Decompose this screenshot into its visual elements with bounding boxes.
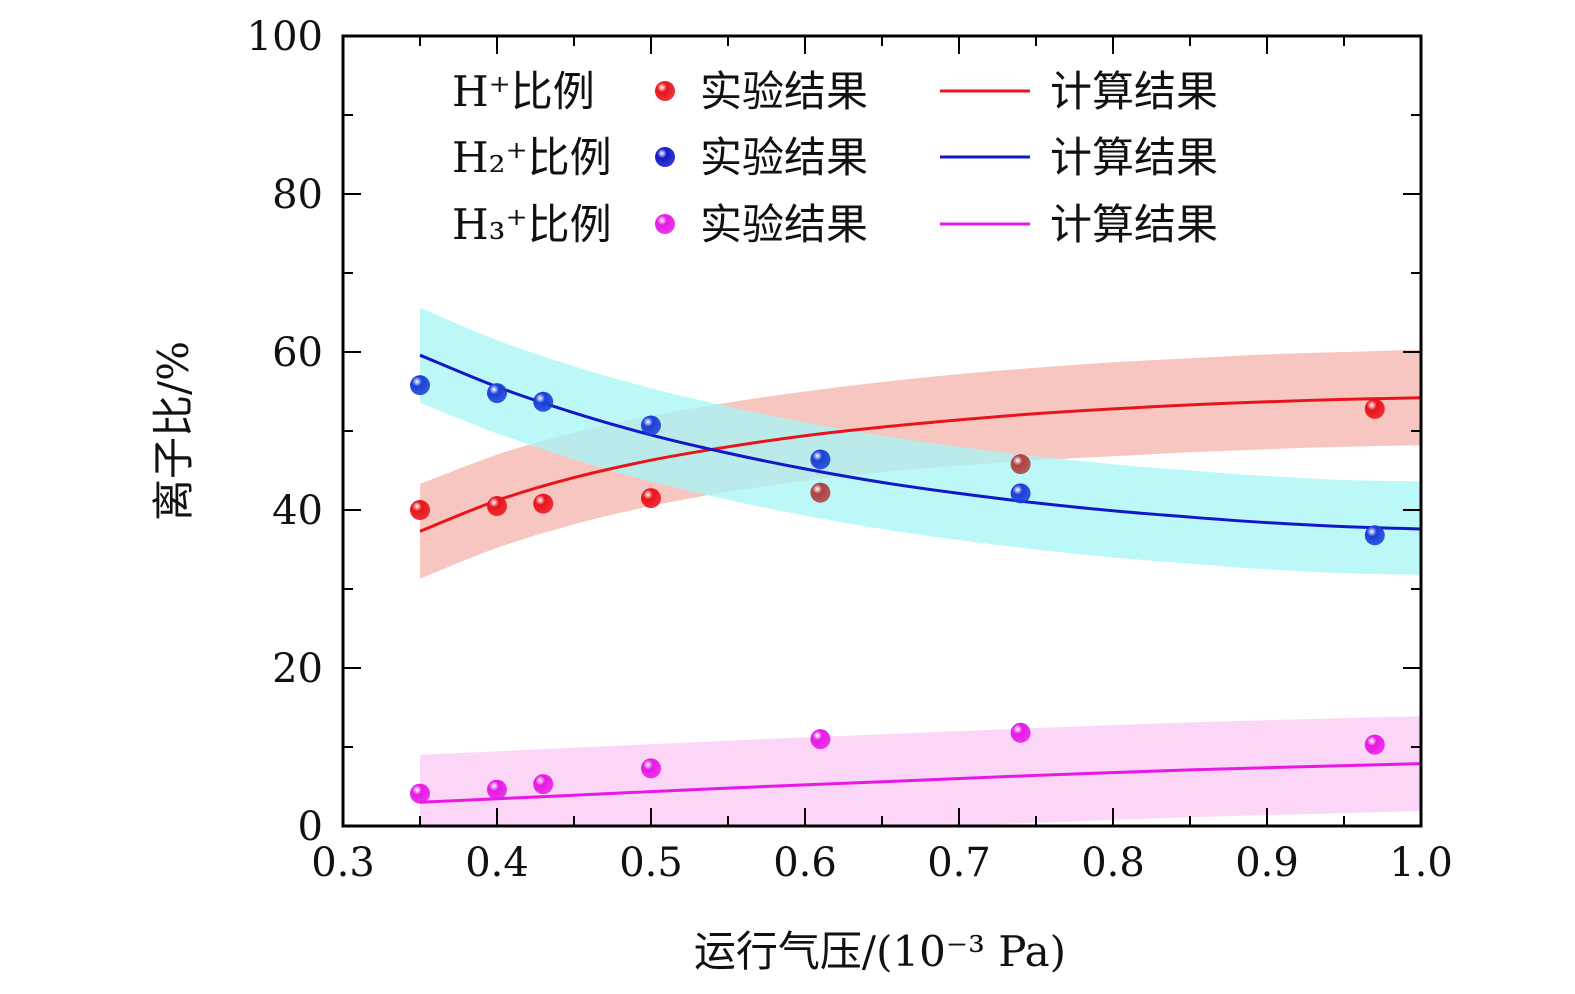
axis-ticks bbox=[342, 35, 1422, 827]
x-axis-title: 运行气压/(10⁻³ Pa) bbox=[694, 927, 1066, 976]
point-series-0-3 bbox=[641, 488, 661, 509]
band-series-2 bbox=[420, 716, 1421, 826]
point-series-1-0 bbox=[410, 375, 430, 396]
point-series-2-6 bbox=[1364, 734, 1385, 755]
y-tick-label: 80 bbox=[272, 172, 323, 218]
legend-marker-label: 实验结果 bbox=[700, 133, 868, 182]
x-tick-label: 0.6 bbox=[773, 840, 837, 886]
legend-line-label: 计算结果 bbox=[1050, 200, 1218, 249]
y-axis-title: 离子比/% bbox=[149, 341, 198, 521]
point-series-2-3 bbox=[641, 758, 661, 779]
fit-line-series-0 bbox=[419, 396, 1421, 533]
legend-series-name: H⁺比例 bbox=[452, 67, 595, 116]
point-series-1-2 bbox=[533, 391, 554, 412]
x-tick-labels: 0.3 0.4 0.5 0.6 0.7 0.8 0.9 1.0 bbox=[311, 840, 1453, 886]
point-series-0-4 bbox=[810, 482, 831, 503]
legend-marker bbox=[655, 214, 675, 234]
point-series-1-5 bbox=[1010, 483, 1031, 504]
point-series-1-1 bbox=[487, 383, 507, 404]
point-series-0-1 bbox=[487, 496, 507, 517]
fit-line-series-2 bbox=[419, 762, 1421, 804]
legend-marker bbox=[655, 81, 675, 101]
point-series-0-6 bbox=[1364, 398, 1385, 419]
legend-series-name: H₂⁺比例 bbox=[452, 133, 612, 182]
x-tick-label: 0.9 bbox=[1235, 840, 1299, 886]
legend-series-name: H₃⁺比例 bbox=[452, 200, 612, 249]
y-tick-label: 60 bbox=[272, 330, 323, 376]
data-points bbox=[410, 375, 1385, 804]
y-tick-label: 40 bbox=[272, 488, 323, 534]
y-tick-label: 0 bbox=[298, 804, 323, 850]
legend-marker bbox=[655, 147, 675, 167]
legend-line-label: 计算结果 bbox=[1050, 67, 1218, 116]
point-series-2-4 bbox=[810, 729, 831, 750]
y-tick-labels: 0 20 40 60 80 100 bbox=[247, 14, 323, 850]
point-series-2-1 bbox=[487, 779, 507, 800]
point-series-2-0 bbox=[410, 783, 430, 804]
point-series-0-5 bbox=[1010, 454, 1031, 475]
legend-line-label: 计算结果 bbox=[1050, 133, 1218, 182]
x-tick-label: 0.4 bbox=[465, 840, 529, 886]
point-series-0-2 bbox=[533, 493, 554, 514]
legend-marker-label: 实验结果 bbox=[700, 67, 868, 116]
x-tick-label: 1.0 bbox=[1389, 840, 1453, 886]
band-series-1 bbox=[420, 307, 1421, 575]
point-series-0-0 bbox=[410, 500, 430, 520]
legend-marker-label: 实验结果 bbox=[700, 200, 868, 249]
point-series-1-4 bbox=[810, 449, 831, 470]
x-tick-label: 0.8 bbox=[1081, 840, 1145, 886]
point-series-2-2 bbox=[533, 774, 554, 795]
x-tick-label: 0.3 bbox=[311, 840, 375, 886]
fit-line-series-1 bbox=[419, 353, 1421, 531]
point-series-2-5 bbox=[1010, 722, 1031, 743]
x-tick-label: 0.5 bbox=[619, 840, 683, 886]
point-series-1-6 bbox=[1364, 525, 1385, 546]
y-tick-label: 20 bbox=[272, 646, 323, 692]
fit-curves bbox=[419, 353, 1421, 804]
point-series-1-3 bbox=[641, 415, 661, 436]
y-tick-label: 100 bbox=[247, 14, 323, 60]
x-tick-label: 0.7 bbox=[927, 840, 991, 886]
